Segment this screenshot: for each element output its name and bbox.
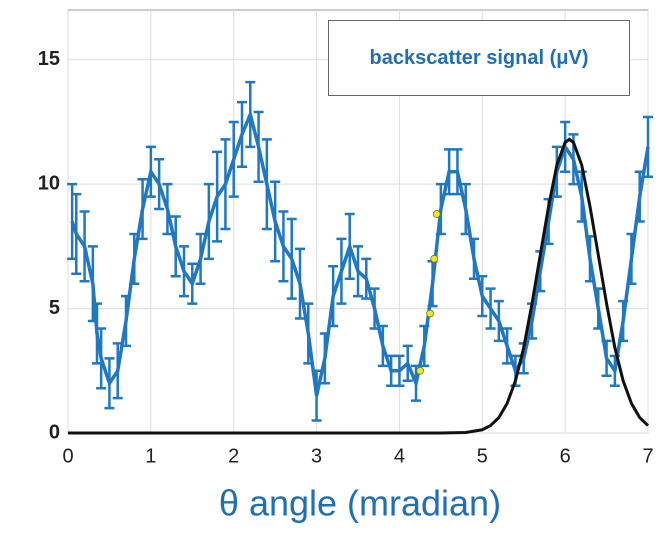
y-tick-label: 0 <box>49 421 60 443</box>
marker <box>432 210 441 218</box>
data-line <box>70 109 650 397</box>
marker <box>426 309 434 318</box>
x-tick-label: 0 <box>62 445 73 467</box>
legend: backscatter signal (μV) <box>328 20 630 96</box>
x-tick-label: 5 <box>477 445 488 467</box>
fit-curve <box>68 137 650 435</box>
x-tick-label: 7 <box>642 445 653 467</box>
marker <box>430 254 439 263</box>
x-tick-label: 3 <box>311 445 322 467</box>
y-tick-label: 10 <box>38 172 60 194</box>
x-axis-label: θ angle (mradian) <box>219 483 501 524</box>
marker <box>416 366 425 375</box>
x-tick-label: 4 <box>394 445 405 467</box>
x-tick-label: 6 <box>560 445 571 467</box>
y-tick-label: 15 <box>38 48 60 70</box>
y-tick-label: 5 <box>49 297 60 319</box>
x-tick-label: 2 <box>228 445 239 467</box>
x-tick-label: 1 <box>145 445 156 467</box>
